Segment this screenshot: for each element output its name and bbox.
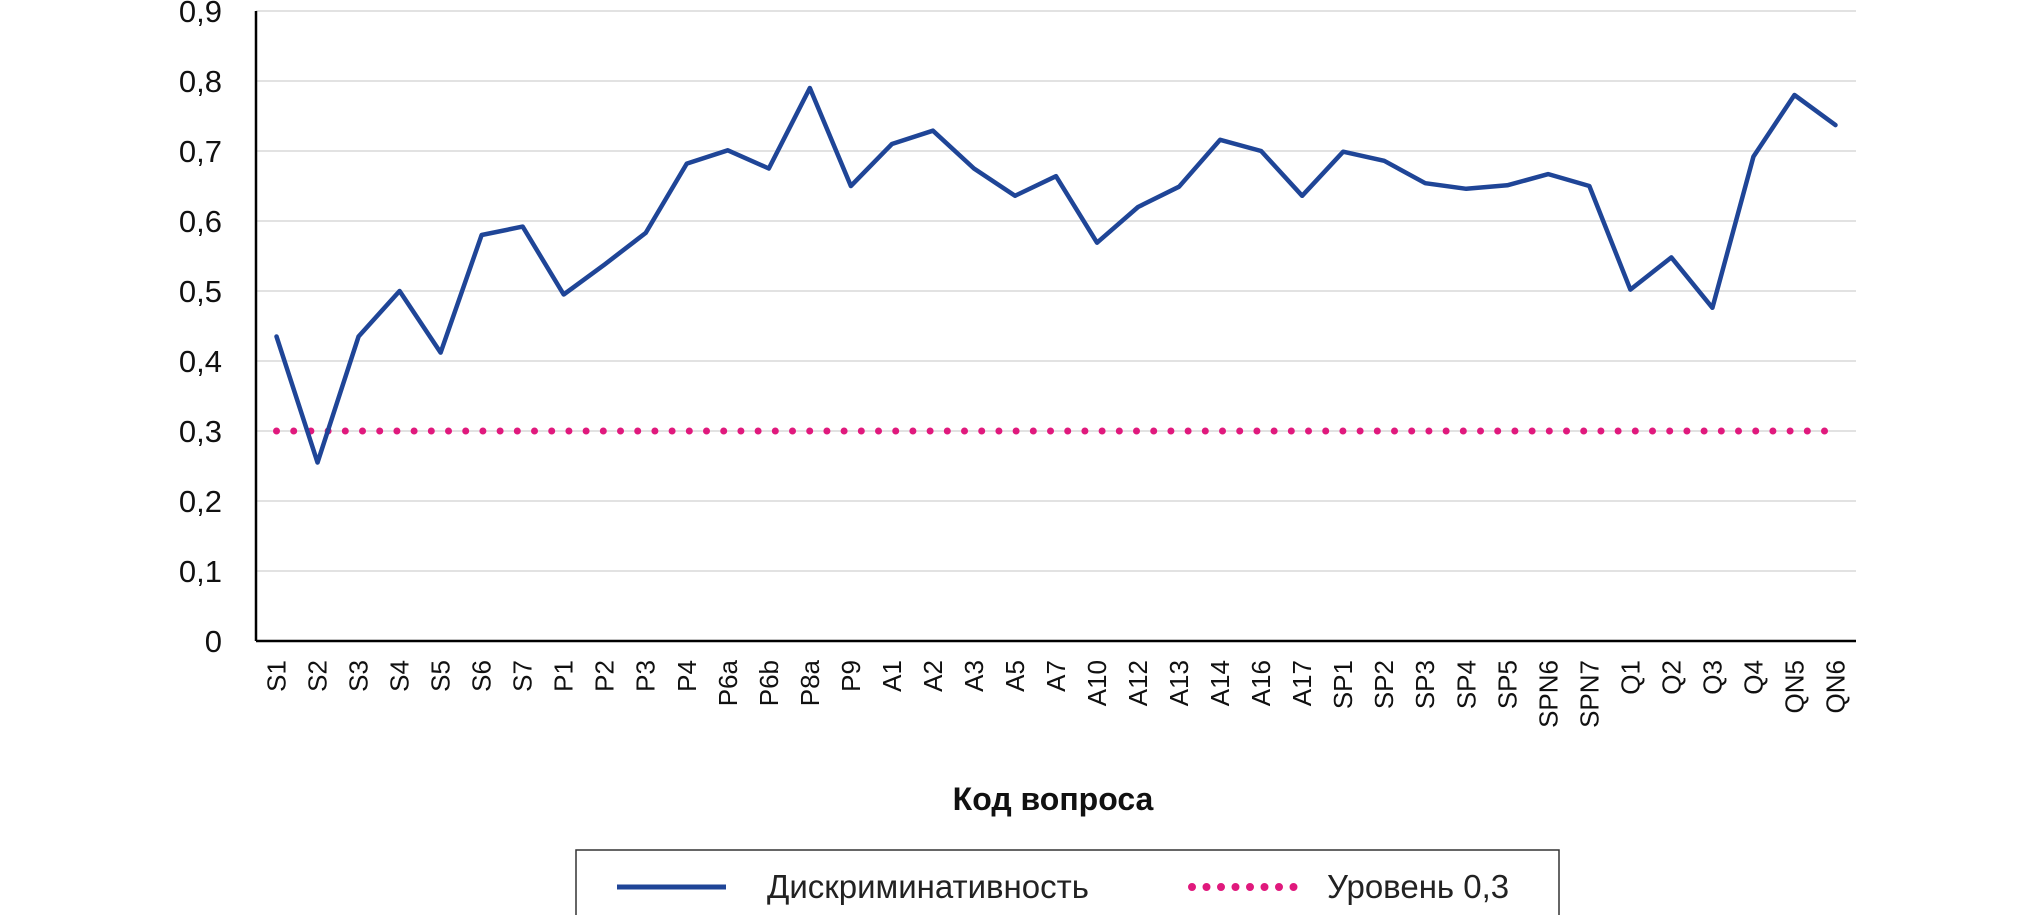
x-tick-label: P2	[590, 660, 620, 692]
x-tick-label: P6b	[754, 660, 784, 706]
x-tick-label: SP1	[1328, 660, 1358, 709]
x-tick-label: S6	[467, 660, 497, 692]
x-tick-label: A2	[918, 660, 948, 692]
x-tick-label: P9	[836, 660, 866, 692]
x-tick-label: SP2	[1369, 660, 1399, 709]
x-tick-label: A12	[1123, 660, 1153, 706]
legend-box	[575, 849, 1560, 915]
y-tick-label: 0,4	[179, 344, 222, 379]
series-layer	[273, 85, 1839, 465]
x-tick-label: P6a	[713, 659, 743, 706]
y-tick-label: 0,5	[179, 274, 222, 309]
x-axis-title: Код вопроса	[953, 781, 1154, 817]
y-tick-label: 0,9	[179, 0, 222, 29]
legend: Дискриминативность Уровень 0,3	[575, 849, 1560, 915]
x-tick-label: A3	[959, 660, 989, 692]
gridlines	[256, 10, 1856, 572]
x-tick-label: S3	[344, 660, 374, 692]
x-tick-label: S7	[508, 660, 538, 692]
y-tick-label: 0	[205, 624, 222, 659]
x-tick-label: S5	[426, 660, 456, 692]
series-line-discriminativeness	[274, 85, 1838, 465]
x-tick-label: Q3	[1697, 660, 1727, 695]
y-tick-label: 0,1	[179, 554, 222, 589]
x-tick-labels: S1 S2 S3 S4 S5 S6 S7 P1 P2 P3 P4 P6a P6b P8a P9 A1 A2 A3 A…	[262, 659, 1851, 727]
x-tick-label: A7	[1041, 660, 1071, 692]
x-tick-label: Q1	[1615, 660, 1645, 695]
x-tick-label: QN5	[1779, 660, 1809, 713]
x-tick-label: A5	[1000, 660, 1030, 692]
x-tick-label: SP5	[1492, 660, 1522, 709]
x-tick-label: P8a	[795, 659, 825, 706]
x-tick-label: A16	[1246, 660, 1276, 706]
x-tick-label: Q4	[1738, 660, 1768, 695]
y-tick-label: 0,8	[179, 64, 222, 99]
x-tick-label: S4	[385, 660, 415, 692]
y-tick-labels: 0 0,1 0,2 0,3 0,4 0,5 0,6 0,7 0,8 0,9	[179, 0, 222, 659]
y-tick-label: 0,6	[179, 204, 222, 239]
x-tick-label: A10	[1082, 660, 1112, 706]
x-tick-label: SP4	[1451, 660, 1481, 709]
x-tick-label: A13	[1164, 660, 1194, 706]
y-tick-label: 0,2	[179, 484, 222, 519]
x-tick-label: SP3	[1410, 660, 1440, 709]
y-tick-label: 0,3	[179, 414, 222, 449]
x-tick-label: SPN7	[1574, 660, 1604, 728]
legend-label-level-0-3: Уровень 0,3	[1327, 868, 1509, 905]
y-tick-label: 0,7	[179, 134, 222, 169]
axes	[254, 11, 1856, 643]
x-tick-label: A17	[1287, 660, 1317, 706]
x-tick-label: P3	[631, 660, 661, 692]
x-tick-label: P4	[672, 660, 702, 692]
x-tick-label: A14	[1205, 660, 1235, 706]
x-tick-label: S1	[262, 660, 292, 692]
legend-label-discriminativeness: Дискриминативность	[767, 868, 1089, 905]
x-tick-label: A1	[877, 660, 907, 692]
x-tick-label: QN6	[1820, 660, 1850, 713]
x-tick-label: S2	[303, 660, 333, 692]
x-tick-label: SPN6	[1533, 660, 1563, 728]
x-tick-label: Q2	[1656, 660, 1686, 695]
x-tick-label: P1	[549, 660, 579, 692]
